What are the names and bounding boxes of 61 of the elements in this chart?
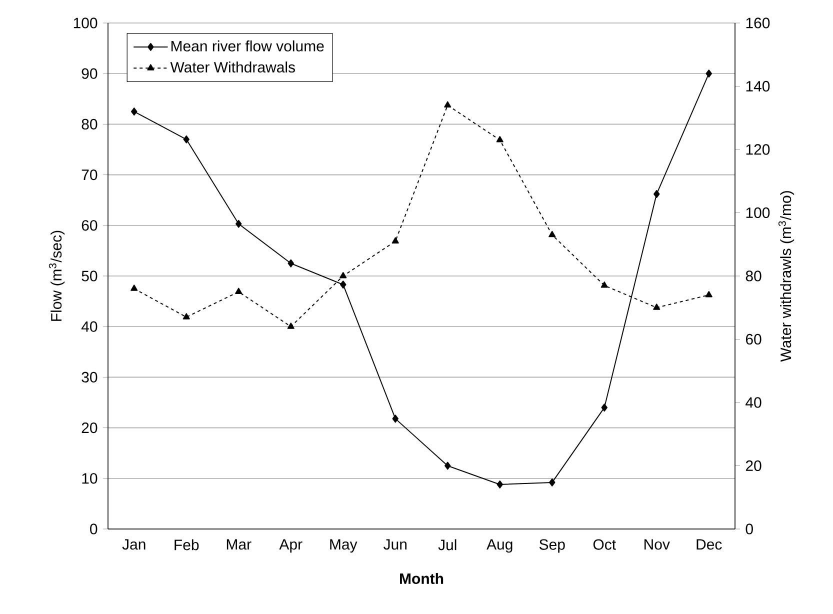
point [653,304,660,310]
y2-tick-label: 100 [746,207,770,218]
y-tick-label: 0 [90,524,98,534]
y-tick-label: 90 [82,68,98,79]
x-tick-label: Feb [174,539,199,550]
y-tick-label: 60 [82,220,98,231]
point [340,280,346,289]
y2-axis-title: Water withdrawls (m$^{3}$/mo) [778,191,794,362]
point [601,404,608,412]
y2-tick-label: 20 [746,460,762,472]
x-tick-label: May [330,539,358,553]
point [654,190,660,198]
y2-tick-label: 80 [746,270,762,282]
point [183,135,190,144]
x-tick-label: Jul [438,539,456,550]
y-axis-title: Flow (m$^{3}$/sec) [48,230,65,321]
y2-tick-label: 120 [746,144,770,155]
x-tick-label: Dec [696,539,722,550]
x-tick-label: Oct [593,539,616,550]
point [130,284,138,291]
y2-tick-label: 40 [746,397,762,408]
y-tick-label: 10 [82,473,98,484]
y-tick-label: 50 [82,270,98,282]
point [705,290,712,298]
point [340,272,347,278]
y2-tick-label: 140 [746,80,770,92]
y2-tick-label: 60 [746,334,762,345]
point [392,237,399,244]
legend-label: Mean river flow volume [171,40,324,52]
x-tick-label: Apr [279,539,302,553]
x-tick-label: Nov [644,539,670,550]
point [549,478,556,486]
y-tick-label: 20 [82,422,98,434]
point [600,281,608,288]
x-tick-label: Mar [226,539,252,550]
point [131,108,138,116]
y2-tick-label: 160 [746,18,770,28]
y-tick-label: 100 [74,18,98,28]
point [236,220,242,228]
legend-label: Water Withdrawals [170,62,295,73]
y2-tick-label: 0 [746,524,753,534]
x-tick-label: Jun [384,539,406,550]
x-tick-label: Aug [486,539,512,553]
point [496,480,504,488]
point [287,322,294,329]
x-tick-label: Sep [539,539,565,553]
y-tick-label: 40 [81,321,98,332]
point [392,414,398,423]
y-tick-label: 80 [82,118,98,130]
point [235,288,242,294]
point [444,101,452,108]
x-axis-title: Month [400,572,444,584]
point [548,230,556,238]
point [444,462,451,470]
point [182,313,190,320]
point [706,70,712,78]
y-tick-label: 70 [82,169,98,180]
point [496,136,504,142]
x-tick-label: Jan [122,539,146,550]
point [288,259,294,268]
y-tick-label: 30 [82,372,98,383]
